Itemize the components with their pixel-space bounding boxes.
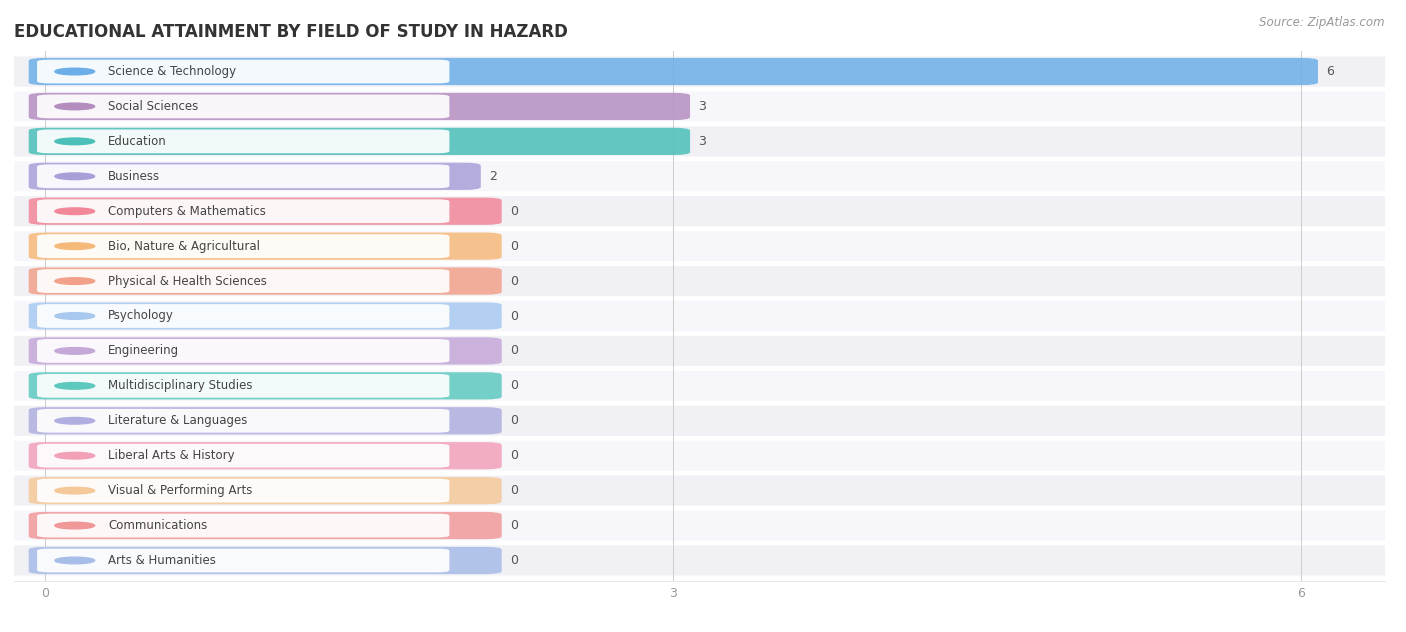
FancyBboxPatch shape — [14, 92, 1385, 121]
Circle shape — [55, 313, 94, 319]
Circle shape — [55, 382, 94, 389]
FancyBboxPatch shape — [14, 301, 1385, 331]
FancyBboxPatch shape — [28, 442, 502, 470]
Text: Social Sciences: Social Sciences — [108, 100, 198, 113]
Text: 0: 0 — [510, 415, 517, 427]
Circle shape — [55, 103, 94, 110]
Circle shape — [55, 173, 94, 179]
FancyBboxPatch shape — [37, 514, 450, 537]
FancyBboxPatch shape — [28, 372, 502, 399]
FancyBboxPatch shape — [14, 196, 1385, 226]
FancyBboxPatch shape — [37, 479, 450, 502]
FancyBboxPatch shape — [14, 545, 1385, 576]
Text: 0: 0 — [510, 379, 517, 392]
Text: Source: ZipAtlas.com: Source: ZipAtlas.com — [1260, 16, 1385, 29]
FancyBboxPatch shape — [37, 59, 450, 83]
Text: Engineering: Engineering — [108, 344, 180, 358]
Text: Physical & Health Sciences: Physical & Health Sciences — [108, 274, 267, 288]
Text: Liberal Arts & History: Liberal Arts & History — [108, 449, 235, 462]
FancyBboxPatch shape — [28, 477, 502, 504]
Text: 3: 3 — [699, 135, 706, 148]
FancyBboxPatch shape — [37, 234, 450, 258]
Text: Business: Business — [108, 170, 160, 183]
FancyBboxPatch shape — [37, 164, 450, 188]
FancyBboxPatch shape — [37, 269, 450, 293]
Text: 2: 2 — [489, 170, 498, 183]
Text: 0: 0 — [510, 310, 517, 322]
Circle shape — [55, 208, 94, 214]
Text: 0: 0 — [510, 205, 517, 217]
Text: 0: 0 — [510, 554, 517, 567]
Text: 0: 0 — [510, 240, 517, 253]
Text: 0: 0 — [510, 519, 517, 532]
FancyBboxPatch shape — [28, 198, 502, 225]
Text: Multidisciplinary Studies: Multidisciplinary Studies — [108, 379, 253, 392]
Circle shape — [55, 487, 94, 494]
FancyBboxPatch shape — [37, 339, 450, 363]
Circle shape — [55, 138, 94, 145]
FancyBboxPatch shape — [28, 267, 502, 295]
FancyBboxPatch shape — [14, 476, 1385, 506]
Text: 0: 0 — [510, 449, 517, 462]
Text: 3: 3 — [699, 100, 706, 113]
FancyBboxPatch shape — [14, 56, 1385, 87]
FancyBboxPatch shape — [28, 128, 690, 155]
FancyBboxPatch shape — [14, 126, 1385, 156]
FancyBboxPatch shape — [14, 266, 1385, 296]
FancyBboxPatch shape — [37, 444, 450, 468]
FancyBboxPatch shape — [37, 549, 450, 573]
FancyBboxPatch shape — [37, 199, 450, 223]
Text: Literature & Languages: Literature & Languages — [108, 415, 247, 427]
Circle shape — [55, 348, 94, 355]
FancyBboxPatch shape — [37, 304, 450, 328]
Text: Arts & Humanities: Arts & Humanities — [108, 554, 217, 567]
FancyBboxPatch shape — [14, 406, 1385, 436]
FancyBboxPatch shape — [28, 547, 502, 574]
Circle shape — [55, 557, 94, 564]
FancyBboxPatch shape — [37, 130, 450, 153]
Circle shape — [55, 453, 94, 459]
Text: 6: 6 — [1326, 65, 1334, 78]
FancyBboxPatch shape — [28, 93, 690, 120]
FancyBboxPatch shape — [14, 371, 1385, 401]
FancyBboxPatch shape — [28, 337, 502, 365]
FancyBboxPatch shape — [14, 441, 1385, 471]
FancyBboxPatch shape — [28, 233, 502, 260]
FancyBboxPatch shape — [28, 58, 1317, 85]
FancyBboxPatch shape — [14, 511, 1385, 540]
Circle shape — [55, 68, 94, 75]
Text: Visual & Performing Arts: Visual & Performing Arts — [108, 484, 253, 497]
FancyBboxPatch shape — [37, 374, 450, 398]
Text: Psychology: Psychology — [108, 310, 174, 322]
FancyBboxPatch shape — [28, 512, 502, 539]
FancyBboxPatch shape — [28, 302, 502, 330]
Text: Bio, Nature & Agricultural: Bio, Nature & Agricultural — [108, 240, 260, 253]
Circle shape — [55, 522, 94, 529]
FancyBboxPatch shape — [28, 162, 481, 190]
FancyBboxPatch shape — [37, 409, 450, 433]
Text: 0: 0 — [510, 344, 517, 358]
FancyBboxPatch shape — [14, 161, 1385, 191]
Text: Computers & Mathematics: Computers & Mathematics — [108, 205, 266, 217]
Text: EDUCATIONAL ATTAINMENT BY FIELD OF STUDY IN HAZARD: EDUCATIONAL ATTAINMENT BY FIELD OF STUDY… — [14, 23, 568, 40]
Text: Education: Education — [108, 135, 167, 148]
FancyBboxPatch shape — [37, 95, 450, 118]
Text: Science & Technology: Science & Technology — [108, 65, 236, 78]
Circle shape — [55, 277, 94, 284]
Circle shape — [55, 418, 94, 424]
Text: Communications: Communications — [108, 519, 208, 532]
FancyBboxPatch shape — [14, 231, 1385, 261]
Text: 0: 0 — [510, 274, 517, 288]
FancyBboxPatch shape — [14, 336, 1385, 366]
Text: 0: 0 — [510, 484, 517, 497]
Circle shape — [55, 243, 94, 250]
FancyBboxPatch shape — [28, 407, 502, 434]
